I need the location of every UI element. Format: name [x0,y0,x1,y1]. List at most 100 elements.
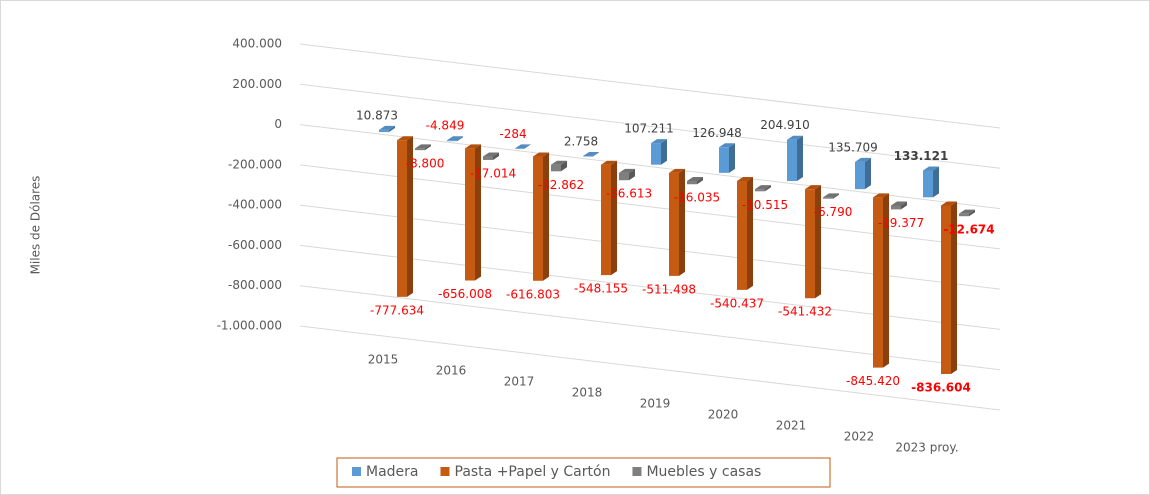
bar-side [815,185,821,299]
data-label: 126.948 [692,126,742,140]
data-label: -284 [499,127,526,141]
data-label: -12.674 [943,223,994,237]
bar [891,205,901,210]
bar-side [561,160,567,172]
y-tick-label: -200.000 [228,157,282,171]
data-label: -19.377 [878,216,924,230]
legend-label: Madera [366,464,419,480]
bar [687,181,697,185]
x-tick-label: 2021 [776,419,807,433]
data-label: 107.211 [624,122,674,136]
bar [465,148,475,281]
data-label: 2.758 [564,134,598,148]
bar-top [483,152,499,157]
bar-top [805,185,821,190]
bar-top [619,168,635,173]
bar-side [629,168,635,181]
bar-side [475,144,481,281]
bar-top [415,144,431,149]
data-label: -4.849 [426,119,465,133]
bar-side [901,201,907,210]
bar-top [669,168,685,173]
bar-side [679,168,685,276]
y-tick-label: -600.000 [228,238,282,252]
bar-top [873,193,889,198]
bar-top [397,136,413,141]
bar-top [959,209,975,214]
data-label: -845.420 [846,374,900,388]
bar-top [737,177,753,182]
bar-top [551,160,567,165]
data-label: -836.604 [911,381,971,395]
bar-side [425,144,431,151]
bar-top [651,139,667,144]
data-label: -36.613 [606,187,652,201]
data-label: -656.008 [438,287,492,301]
x-tick-label: 2023 proy. [895,441,958,455]
bar [959,213,969,217]
bar [873,197,883,368]
x-tick-label: 2018 [572,386,603,400]
bar [651,143,661,165]
bar-top [515,144,531,149]
bar [719,147,729,173]
bar [447,140,457,142]
bar-side [747,177,753,290]
x-tick-label: 2017 [504,375,535,389]
data-label: 204.910 [760,118,810,132]
bar [787,139,797,182]
bar-side [729,143,735,173]
bar [533,156,543,281]
bar-side [407,136,413,297]
data-label: -16.035 [674,191,720,205]
x-tick-label: 2015 [368,353,399,367]
data-label: 135.709 [828,140,878,154]
bar [601,164,611,276]
bar-side [765,185,771,192]
legend-label: Pasta +Papel y Cartón [455,464,611,480]
bar [415,148,425,151]
bar-top [855,157,871,162]
bar [583,155,593,157]
bar-side [493,152,499,160]
y-tick-label: -400.000 [228,198,282,212]
bar [483,156,493,160]
bar [923,170,933,198]
bar-side [933,166,939,198]
x-tick-label: 2019 [640,397,671,411]
bar-side [457,136,463,142]
bar-top [891,201,907,206]
bar [805,189,815,299]
bar [619,172,629,181]
grid-line [299,83,1001,169]
bar-side [661,139,667,165]
bar-top [601,160,617,165]
bar-side [543,152,549,281]
bar-side [389,125,395,133]
bar-side [969,209,975,217]
data-label: -540.437 [710,296,764,310]
data-label: -511.498 [642,282,696,296]
bar-side [865,157,871,190]
data-label: 133.121 [894,149,949,163]
bar-top [941,201,957,206]
data-label: -616.803 [506,287,560,301]
bar [669,172,679,276]
data-label: -32.862 [538,178,584,192]
bar [379,129,389,133]
bar-top [755,185,771,190]
bar-top [823,193,839,198]
legend-swatch [632,467,642,476]
bar [397,140,407,297]
bar [737,181,747,290]
data-label: -541.432 [778,305,832,319]
bar [755,189,765,192]
bar-side [883,193,889,368]
x-tick-label: 2020 [708,408,739,422]
data-label: -8.800 [406,157,445,171]
data-label: -777.634 [370,303,424,317]
y-tick-label: -1.000.000 [217,319,282,333]
legend-swatch [440,467,450,476]
bar-top [687,177,703,182]
bar [515,148,525,149]
